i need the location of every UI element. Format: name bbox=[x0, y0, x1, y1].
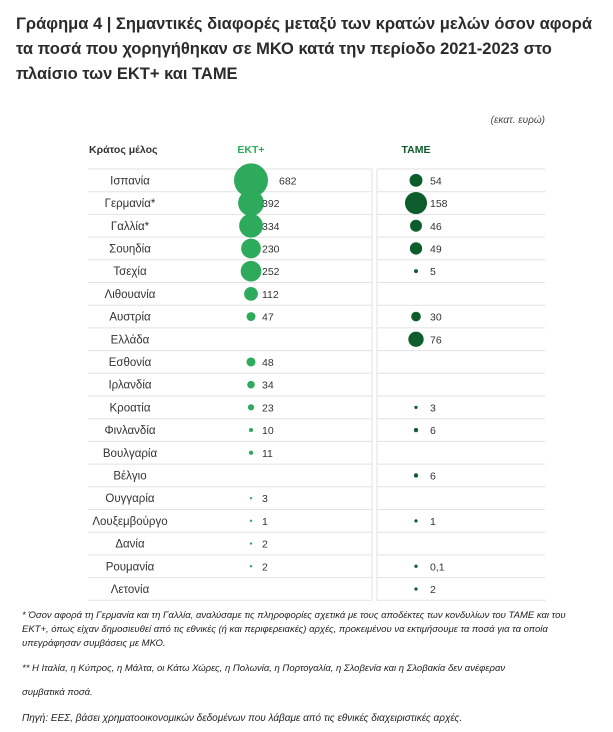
category-label: Γερμανία* bbox=[105, 198, 156, 210]
tame-bubble bbox=[414, 587, 418, 591]
chart-title: Γράφημα 4 | Σημαντικές διαφορές μεταξύ τ… bbox=[16, 15, 592, 83]
ekt-value-label: 34 bbox=[262, 380, 274, 392]
tame-value-label: 1 bbox=[430, 516, 436, 528]
ekt-value-label: 2 bbox=[262, 539, 268, 551]
ekt-value-label: 252 bbox=[262, 266, 280, 278]
ekt-bubble bbox=[249, 565, 253, 568]
tame-value-label: 158 bbox=[430, 198, 448, 210]
category-label: Ελλάδα bbox=[111, 334, 150, 346]
ekt-value-label: 334 bbox=[262, 221, 280, 233]
tame-bubble bbox=[414, 405, 418, 409]
ekt-bubble bbox=[244, 286, 258, 301]
tame-value-label: 6 bbox=[430, 470, 436, 482]
source-note: Πηγή: ΕΕΣ, βάσει χρηματοοικονομικών δεδο… bbox=[22, 713, 463, 724]
category-label: Λουξεμβούργο bbox=[92, 516, 167, 528]
tame-bubble bbox=[409, 242, 423, 255]
category-label: Βουλγαρία bbox=[103, 448, 158, 460]
ekt-value-label: 10 bbox=[262, 425, 274, 437]
category-label: Τσεχία bbox=[113, 266, 147, 278]
tame-bubble bbox=[414, 564, 418, 568]
category-label: Αυστρία bbox=[109, 312, 151, 324]
header-ekt: ΕΚΤ+ bbox=[237, 144, 264, 156]
ekt-value-label: 2 bbox=[262, 561, 268, 573]
ekt-bubble bbox=[239, 213, 263, 238]
footnote-1: * Όσον αφορά τη Γερμανία και τη Γαλλία, … bbox=[22, 610, 566, 649]
ekt-bubble bbox=[248, 427, 254, 433]
ekt-value-label: 112 bbox=[262, 289, 279, 301]
tame-value-label: 2 bbox=[430, 584, 436, 596]
ekt-value-label: 682 bbox=[279, 175, 297, 187]
tame-value-label: 76 bbox=[430, 334, 442, 346]
category-label: Σουηδία bbox=[109, 243, 151, 255]
tame-bubble bbox=[408, 331, 424, 347]
footnote-3: συμβατικά ποσά. bbox=[22, 687, 93, 698]
ekt-value-label: 392 bbox=[262, 198, 280, 210]
ekt-bubble bbox=[241, 238, 261, 259]
tame-bubble bbox=[404, 192, 428, 215]
ekt-bubble bbox=[248, 450, 254, 455]
ekt-value-label: 11 bbox=[262, 448, 273, 460]
ekt-value-label: 1 bbox=[262, 516, 268, 528]
category-label: Κροατία bbox=[109, 402, 150, 414]
tame-value-label: 49 bbox=[430, 243, 442, 255]
tame-bubble bbox=[411, 311, 421, 322]
category-label: Γαλλία* bbox=[111, 221, 150, 233]
ekt-bubble bbox=[247, 380, 255, 389]
ekt-value-label: 47 bbox=[262, 312, 274, 324]
category-label: Λετονία bbox=[111, 584, 150, 596]
category-label: Δανία bbox=[115, 539, 145, 551]
tame-value-label: 46 bbox=[430, 221, 442, 233]
category-label: Ρουμανία bbox=[106, 561, 155, 573]
ekt-bubble bbox=[249, 496, 253, 500]
ekt-bubble bbox=[238, 190, 264, 216]
tame-value-label: 6 bbox=[430, 425, 436, 437]
ekt-bubble bbox=[249, 519, 253, 523]
ekt-value-label: 48 bbox=[262, 357, 274, 369]
category-label: Βέλγιο bbox=[113, 470, 146, 482]
tame-bubble bbox=[410, 219, 422, 232]
tame-bubble bbox=[413, 427, 419, 433]
tame-bubble bbox=[413, 473, 419, 478]
tame-bubble bbox=[409, 173, 423, 187]
ekt-value-label: 230 bbox=[262, 243, 280, 255]
tame-value-label: 5 bbox=[430, 266, 436, 278]
unit-label: (εκατ. ευρώ) bbox=[490, 115, 545, 126]
bubble-chart: Κράτος μέλος ΕΚΤ+ ΤΑΜΕ Ισπανία 682 54 Γερμανία… bbox=[88, 144, 545, 601]
category-label: Λιθουανία bbox=[105, 289, 156, 301]
tame-value-label: 54 bbox=[430, 175, 442, 187]
category-label: Ιρλανδία bbox=[108, 380, 151, 392]
ekt-bubble bbox=[249, 542, 253, 545]
tame-bubble bbox=[414, 519, 418, 523]
category-label: Ισπανία bbox=[110, 175, 150, 187]
ekt-bubble bbox=[247, 404, 255, 411]
category-label: Ουγγαρία bbox=[105, 493, 154, 505]
tame-bubble bbox=[414, 269, 418, 274]
tame-value-label: 0,1 bbox=[430, 561, 445, 573]
header-member-state: Κράτος μέλος bbox=[89, 144, 158, 156]
ekt-bubble bbox=[246, 312, 256, 322]
ekt-bubble bbox=[234, 163, 268, 198]
header-tame: ΤΑΜΕ bbox=[402, 144, 431, 156]
category-label: Εσθονία bbox=[109, 357, 152, 369]
ekt-bubble bbox=[246, 357, 256, 367]
ekt-value-label: 23 bbox=[262, 402, 274, 414]
category-label: Φινλανδία bbox=[104, 425, 155, 437]
tame-value-label: 3 bbox=[430, 402, 436, 414]
ekt-value-label: 3 bbox=[262, 493, 268, 505]
tame-value-label: 30 bbox=[430, 312, 442, 324]
footnote-2: ** Η Ιταλία, η Κύπρος, η Μάλτα, οι Κάτω … bbox=[22, 663, 506, 674]
ekt-bubble bbox=[240, 260, 262, 282]
